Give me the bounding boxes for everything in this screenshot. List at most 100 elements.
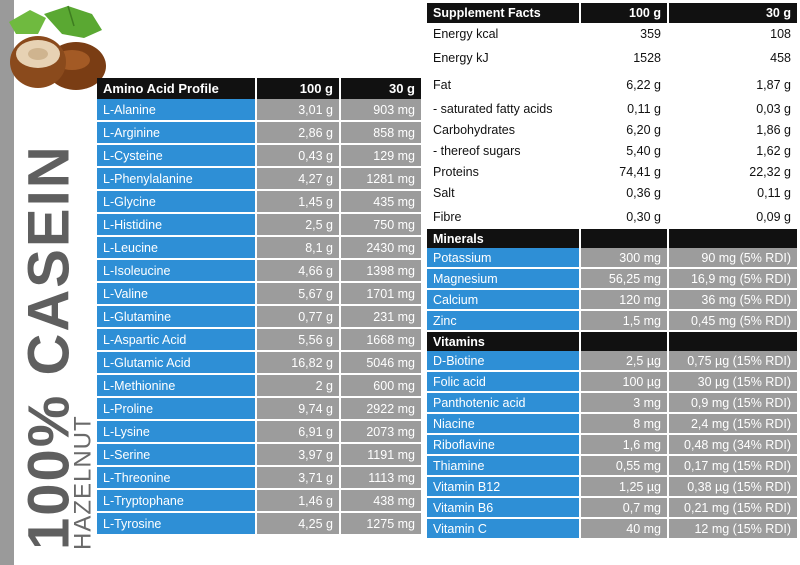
supp-name: - thereof sugars xyxy=(427,140,579,161)
vitamin-name: Vitamin C xyxy=(427,519,579,540)
table-row: L-Cysteine 0,43 g 129 mg xyxy=(97,145,421,168)
supp-header-100g: 100 g xyxy=(579,3,667,23)
supplement-facts-table: Supplement Facts 100 g 30 g Energy kcal 3… xyxy=(427,3,797,540)
amino-name: L-Valine xyxy=(97,283,255,306)
table-row: Vitamin B12 1,25 µg 0,38 µg (15% RDI) xyxy=(427,477,797,498)
vitamin-name: Vitamin B12 xyxy=(427,477,579,498)
brand-sub: HAZELNUT xyxy=(69,415,96,550)
amino-value-100g: 4,27 g xyxy=(255,168,339,191)
vitamin-value-100g: 3 mg xyxy=(579,393,667,414)
vitamin-value-30g: 30 µg (15% RDI) xyxy=(667,372,797,393)
amino-value-30g: 1275 mg xyxy=(339,513,421,536)
amino-value-100g: 3,71 g xyxy=(255,467,339,490)
table-row: Thiamine 0,55 mg 0,17 mg (15% RDI) xyxy=(427,456,797,477)
table-row: Calcium 120 mg 36 mg (5% RDI) xyxy=(427,290,797,311)
amino-value-100g: 6,91 g xyxy=(255,421,339,444)
table-row: Carbohydrates 6,20 g 1,86 g xyxy=(427,119,797,140)
amino-value-30g: 2922 mg xyxy=(339,398,421,421)
supp-header-30g: 30 g xyxy=(667,3,797,23)
hazelnut-icon xyxy=(9,5,106,90)
amino-name: L-Glutamine xyxy=(97,306,255,329)
table-row: Fat 6,22 g 1,87 g xyxy=(427,71,797,98)
table-row: L-Tyrosine 4,25 g 1275 mg xyxy=(97,513,421,536)
supp-value-30g: 1,86 g xyxy=(667,119,797,140)
vitamin-name: Vitamin B6 xyxy=(427,498,579,519)
supp-name: Salt xyxy=(427,182,579,204)
amino-value-100g: 3,01 g xyxy=(255,99,339,122)
vitamin-value-100g: 100 µg xyxy=(579,372,667,393)
table-row: - thereof sugars 5,40 g 1,62 g xyxy=(427,140,797,161)
amino-value-30g: 2073 mg xyxy=(339,421,421,444)
supp-value-100g: 5,40 g xyxy=(579,140,667,161)
table-row: L-Threonine 3,71 g 1113 mg xyxy=(97,467,421,490)
amino-value-100g: 8,1 g xyxy=(255,237,339,260)
supp-value-30g: 0,11 g xyxy=(667,182,797,204)
amino-value-30g: 5046 mg xyxy=(339,352,421,375)
supp-name: - saturated fatty acids xyxy=(427,98,579,119)
amino-value-30g: 1398 mg xyxy=(339,260,421,283)
table-row: - saturated fatty acids 0,11 g 0,03 g xyxy=(427,98,797,119)
amino-value-100g: 5,67 g xyxy=(255,283,339,306)
mineral-name: Calcium xyxy=(427,290,579,311)
amino-value-100g: 0,43 g xyxy=(255,145,339,168)
amino-value-30g: 438 mg xyxy=(339,490,421,513)
table-row: Magnesium 56,25 mg 16,9 mg (5% RDI) xyxy=(427,269,797,290)
amino-name: L-Tryptophane xyxy=(97,490,255,513)
mineral-name: Potassium xyxy=(427,248,579,269)
table-row: Vitamin B6 0,7 mg 0,21 mg (15% RDI) xyxy=(427,498,797,519)
amino-name: L-Alanine xyxy=(97,99,255,122)
supp-value-100g: 6,20 g xyxy=(579,119,667,140)
supp-value-100g: 6,22 g xyxy=(579,71,667,98)
table-row: L-Arginine 2,86 g 858 mg xyxy=(97,122,421,145)
amino-value-100g: 1,46 g xyxy=(255,490,339,513)
amino-value-30g: 1668 mg xyxy=(339,329,421,352)
table-row: L-Proline 9,74 g 2922 mg xyxy=(97,398,421,421)
supp-name: Energy kJ xyxy=(427,44,579,71)
supp-name: Proteins xyxy=(427,161,579,182)
table-row: Potassium 300 mg 90 mg (5% RDI) xyxy=(427,248,797,269)
vitamin-value-30g: 0,21 mg (15% RDI) xyxy=(667,498,797,519)
table-row: L-Methionine 2 g 600 mg xyxy=(97,375,421,398)
supp-value-30g: 0,03 g xyxy=(667,98,797,119)
mineral-value-100g: 300 mg xyxy=(579,248,667,269)
amino-name: L-Leucine xyxy=(97,237,255,260)
supp-value-30g: 108 xyxy=(667,23,797,44)
amino-value-30g: 1701 mg xyxy=(339,283,421,306)
supp-value-100g: 1528 xyxy=(579,44,667,71)
minerals-section-header: Minerals xyxy=(427,229,797,248)
mineral-name: Magnesium xyxy=(427,269,579,290)
vitamin-value-100g: 0,55 mg xyxy=(579,456,667,477)
table-row: L-Valine 5,67 g 1701 mg xyxy=(97,283,421,306)
vitamin-name: Riboflavine xyxy=(427,435,579,456)
table-row: Panthotenic acid 3 mg 0,9 mg (15% RDI) xyxy=(427,393,797,414)
vitamin-name: Folic acid xyxy=(427,372,579,393)
amino-value-100g: 2,86 g xyxy=(255,122,339,145)
supp-header-label: Supplement Facts xyxy=(427,3,579,23)
amino-value-30g: 2430 mg xyxy=(339,237,421,260)
table-row: Proteins 74,41 g 22,32 g xyxy=(427,161,797,182)
table-row: L-Glycine 1,45 g 435 mg xyxy=(97,191,421,214)
amino-name: L-Tyrosine xyxy=(97,513,255,536)
vitamin-value-100g: 2,5 µg xyxy=(579,351,667,372)
amino-name: L-Methionine xyxy=(97,375,255,398)
amino-header-30g: 30 g xyxy=(339,78,421,99)
vitamin-name: D-Biotine xyxy=(427,351,579,372)
amino-name: L-Glycine xyxy=(97,191,255,214)
table-row: D-Biotine 2,5 µg 0,75 µg (15% RDI) xyxy=(427,351,797,372)
amino-value-30g: 231 mg xyxy=(339,306,421,329)
mineral-value-100g: 120 mg xyxy=(579,290,667,311)
supp-value-100g: 359 xyxy=(579,23,667,44)
amino-name: L-Glutamic Acid xyxy=(97,352,255,375)
amino-header-label: Amino Acid Profile xyxy=(97,78,255,99)
amino-name: L-Lysine xyxy=(97,421,255,444)
vitamin-value-30g: 0,38 µg (15% RDI) xyxy=(667,477,797,498)
supp-name: Fibre xyxy=(427,204,579,229)
amino-value-100g: 5,56 g xyxy=(255,329,339,352)
table-row: L-Glutamine 0,77 g 231 mg xyxy=(97,306,421,329)
brand-vertical-title: 100% CASEIN HAZELNUT xyxy=(16,110,96,550)
amino-name: L-Aspartic Acid xyxy=(97,329,255,352)
supp-value-30g: 1,62 g xyxy=(667,140,797,161)
amino-header-100g: 100 g xyxy=(255,78,339,99)
amino-name: L-Proline xyxy=(97,398,255,421)
supp-name: Fat xyxy=(427,71,579,98)
